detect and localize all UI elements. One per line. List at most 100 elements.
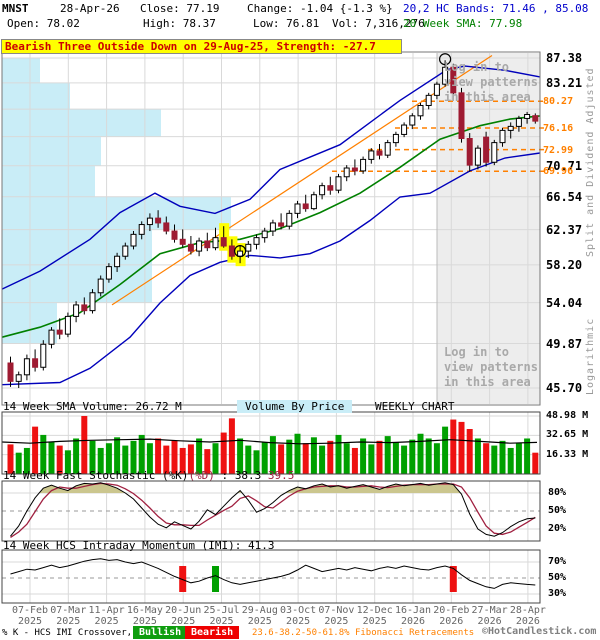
stoch-d-value: 39.5	[261, 469, 295, 482]
volume-bar	[253, 450, 260, 474]
candle-down	[458, 92, 465, 140]
price-tick-label: 70.71	[546, 158, 583, 173]
volume-bar	[48, 442, 55, 474]
login-line: Log in to	[444, 60, 510, 74]
candle-up	[97, 278, 104, 294]
volume-bar	[409, 439, 416, 474]
candle-down	[32, 358, 39, 368]
price-tick-label: 62.37	[546, 222, 583, 237]
candle-up	[64, 315, 71, 335]
volume-bar	[171, 440, 178, 474]
volume-bar	[155, 438, 162, 474]
volume-sma-line	[1, 438, 538, 445]
volume-tick-label: 32.65 M	[546, 429, 589, 441]
candle-down	[532, 115, 539, 122]
date-tick-label: 28-Apr 2026	[509, 605, 546, 627]
pattern-alert-banner: Bearish Three Outside Down on 29-Aug-25,…	[1, 39, 402, 54]
volume-bar	[442, 426, 449, 474]
login-line: view patterns	[444, 75, 538, 89]
candle-down	[302, 203, 309, 210]
candle-up	[294, 203, 301, 214]
price-tick-label: 58.20	[546, 257, 583, 272]
volume-bar	[105, 443, 112, 474]
volume-bar	[56, 445, 63, 474]
scale-axis-label: Logarithmic	[585, 317, 596, 395]
volume-bar	[179, 447, 186, 474]
login-line: Log in to	[444, 345, 510, 359]
volume-by-price-bar	[2, 165, 95, 197]
volume-bar	[130, 440, 137, 474]
volume-bar	[163, 445, 170, 474]
candle-up	[499, 129, 506, 144]
volume-bar	[466, 429, 473, 474]
volume-bar	[360, 438, 367, 474]
candle-down	[7, 362, 14, 382]
price-tick-label: 49.87	[546, 336, 583, 351]
volume-bar	[433, 443, 440, 474]
imi-tick-label: 30%	[548, 588, 567, 599]
volume-bar	[294, 433, 301, 474]
date-tick-label: 07-Feb 2025	[11, 605, 49, 627]
date-tick-label: 27-Mar 2026	[471, 605, 508, 627]
price-tick-label: 54.04	[546, 295, 583, 310]
date-tick-label: 20-Feb 2026	[433, 605, 470, 627]
adjusted-axis-label: Split and Dividend Adjusted	[585, 67, 596, 257]
candle-up	[48, 329, 55, 345]
volume-bar	[425, 438, 432, 474]
candle-up	[114, 255, 121, 268]
candle-up	[40, 343, 47, 368]
volume-bar	[286, 439, 293, 474]
login-line: view patterns	[444, 360, 538, 374]
volume-bar	[245, 445, 252, 474]
stoch-k-title: 14 Week Fast Stochastic (%K)	[3, 469, 189, 482]
volume-bar	[15, 452, 22, 474]
candle-up	[507, 125, 514, 131]
candle-up	[417, 104, 424, 117]
bearish-crossover-marker	[449, 566, 457, 592]
weekly-chart-label: WEEKLY CHART	[375, 400, 455, 413]
candle-down	[483, 136, 490, 163]
candle-up	[286, 212, 293, 227]
candle-down	[204, 240, 211, 249]
candle-up	[105, 266, 112, 280]
pattern-circle	[234, 244, 247, 258]
high-value: High: 78.37	[143, 17, 216, 30]
candle-down	[179, 238, 186, 245]
volume-bar	[237, 438, 244, 474]
low-value: Low: 76.81	[253, 17, 320, 30]
volume-bar	[7, 444, 14, 474]
candle-down	[155, 217, 162, 224]
candle-down	[327, 185, 334, 191]
volume-bar	[532, 452, 539, 474]
imi-section-title: 14 Week HCS Intraday Momentum (IMI): 41.…	[3, 539, 275, 552]
price-tick-label: 83.21	[546, 75, 583, 90]
fib-tick-label: 76.16	[543, 122, 574, 134]
copyright-link[interactable]: ©HotCandlestick.com	[482, 626, 597, 637]
candle-down	[187, 243, 194, 252]
date-tick-label: 29-Aug 2025	[241, 605, 278, 627]
volume-bar	[32, 426, 39, 474]
candle-down	[56, 329, 63, 335]
fib-tick-label: 80.27	[543, 96, 574, 108]
fib-tick-label: 69.96	[543, 166, 574, 178]
price-tick-label: 66.54	[546, 189, 583, 204]
login-prompt-top[interactable]: Log in to view patterns in this area	[444, 60, 544, 105]
bullish-badge: Bullish	[133, 626, 188, 639]
login-prompt-bottom[interactable]: Log in to view patterns in this area	[444, 345, 544, 390]
candle-up	[433, 83, 440, 96]
volume-bar	[335, 434, 342, 474]
login-line: in this area	[444, 375, 531, 389]
stoch-tick-label: 80%	[548, 487, 567, 498]
candle-up	[237, 250, 244, 257]
volume-bar	[384, 436, 391, 474]
candle-down	[163, 222, 170, 232]
candle-up	[138, 224, 145, 235]
bearish-badge: Bearish	[185, 626, 240, 639]
open-value: Open: 78.02	[7, 17, 80, 30]
candle-up	[269, 222, 276, 232]
candle-down	[351, 167, 358, 172]
stoch-d-line	[10, 482, 536, 538]
volume-bar	[310, 437, 317, 474]
